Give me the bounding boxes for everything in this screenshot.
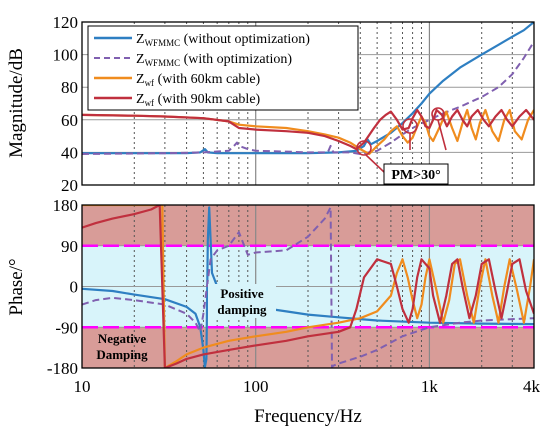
phase-margin-annotation: PM>30° [356,107,449,185]
frequency-x-axis-label: Frequency/Hz [254,406,362,427]
y-tick-label: -180 [47,359,78,378]
y-tick-label: 20 [61,176,78,195]
pm-label-box [383,163,449,185]
legend-box [87,25,359,111]
magnitude-series-line-2 [82,41,534,155]
x-tick-label: 4k [523,377,541,396]
negative-damping-label-line1: Negative [98,331,147,346]
positive-damping-label-line1: Positive [220,286,264,301]
phase-series-group [82,205,534,368]
positive-damping-label-line2: damping [217,302,267,317]
phase-panel: -180 -90 0 90 180 10 100 1k 4k Phase/° Frequenc… [6,196,541,427]
phase-y-axis-label: Phase/° [6,258,27,315]
legend-entry-series-3: Zwf (with 60km cable) [136,72,261,88]
negative-damping-label-line2: Damping [96,347,148,362]
x-tick-label: 100 [243,377,269,396]
phase-series-line-2 [82,206,534,368]
crossover-circle-1 [356,140,372,156]
legend-entry-series-2: ZWFMMC (with optimization) [136,52,292,68]
pm-arrow-1 [365,154,385,173]
x-tick-label: 10 [74,377,91,396]
pm-arrow-3 [437,119,447,151]
magnitude-series-line-3 [82,108,534,156]
legend-entry-series-4: Zwf (with 90km cable) [136,92,261,108]
y-tick-label: -90 [55,318,78,337]
y-tick-label: 120 [53,13,79,32]
positive-damping-label-bg [208,284,276,318]
y-tick-label: 0 [70,278,79,297]
y-tick-label: 180 [53,196,79,215]
magnitude-legend: ZWFMMC (without optimization) ZWFMMC (wi… [87,25,359,111]
phase-series-line-4 [82,205,534,368]
y-tick-label: 100 [53,46,79,65]
magnitude-y-ticks: 20 40 60 80 100 120 [53,13,79,195]
x-tick-label: 1k [421,377,439,396]
magnitude-plot-frame [81,21,535,186]
phase-plot-frame [81,204,535,369]
magnitude-panel: 20 40 60 80 100 120 Magnitude/dB ZWFMMC (with… [6,13,535,195]
magnitude-y-axis-label: Magnitude/dB [6,48,27,158]
magnitude-series-line-4 [82,108,534,151]
y-tick-label: 60 [61,111,78,130]
y-tick-label: 40 [61,143,78,162]
legend-entry-series-1: ZWFMMC (without optimization) [136,32,310,48]
phase-x-ticks: 10 100 1k 4k [74,377,541,396]
phase-series-line-3 [82,205,534,368]
phase-y-ticks: -180 -90 0 90 180 [47,196,78,378]
y-tick-label: 90 [61,237,78,256]
pm-label: PM>30° [391,168,440,183]
y-tick-label: 80 [61,78,78,97]
